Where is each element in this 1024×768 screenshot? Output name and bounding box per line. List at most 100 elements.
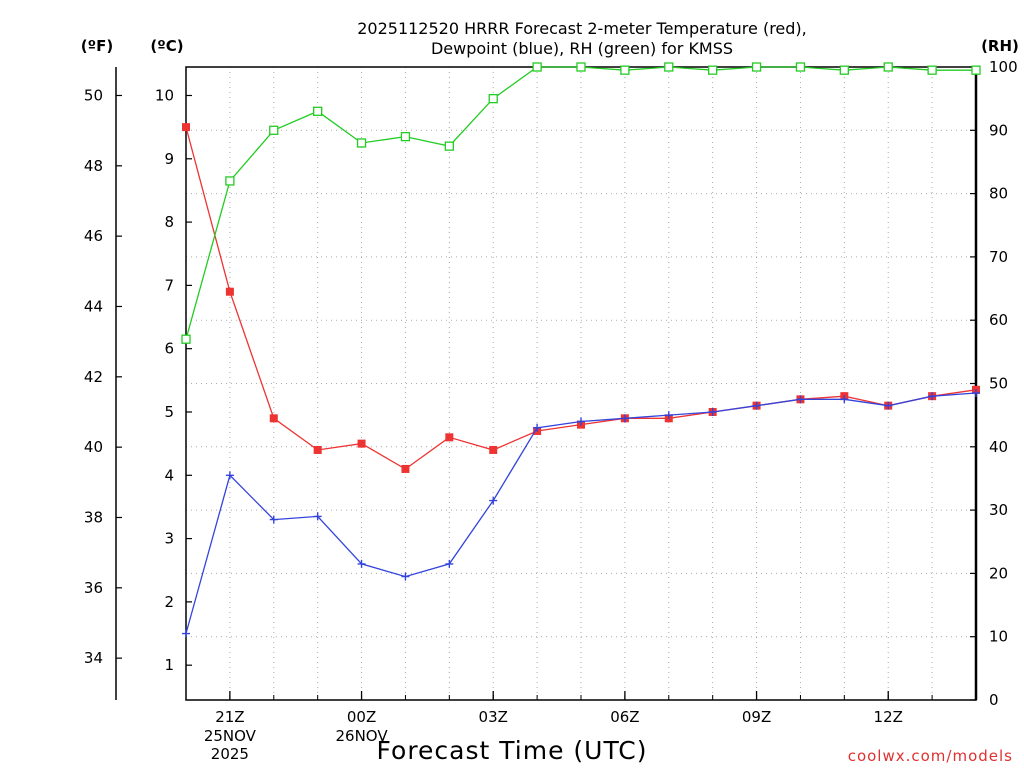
fahrenheit-tick-label: 38 bbox=[84, 508, 103, 526]
time-tick-date-label: 26NOV bbox=[335, 727, 388, 745]
rh-point bbox=[927, 65, 937, 75]
celsius-axis-ticks: 1 2 3 4 5 6 7 8 9 10 bbox=[155, 86, 192, 674]
dewpoint-point bbox=[884, 401, 893, 410]
dewpoint-point bbox=[445, 559, 454, 568]
time-tick-label: 12Z bbox=[874, 708, 903, 726]
rh-point bbox=[839, 65, 849, 75]
temperature-point bbox=[401, 464, 410, 473]
celsius-tick-label: 9 bbox=[164, 150, 174, 168]
fahrenheit-tick-label: 44 bbox=[84, 297, 103, 315]
time-tick-label: 21Z bbox=[215, 708, 244, 726]
chart-title-line-2: Dewpoint (blue), RH (green) for KMSS bbox=[431, 39, 733, 58]
time-tick-date-label: 2025 bbox=[211, 745, 249, 763]
credit-text: coolwx.com/models bbox=[848, 747, 1013, 765]
rh-series bbox=[181, 62, 981, 344]
rh-tick-label: 60 bbox=[989, 311, 1008, 329]
time-tick-label: 06Z bbox=[610, 708, 639, 726]
rh-point bbox=[269, 125, 279, 135]
series-layer bbox=[181, 62, 981, 638]
dewpoint-point bbox=[269, 515, 278, 524]
time-tick-label: 03Z bbox=[479, 708, 508, 726]
rh-tick-label: 100 bbox=[989, 58, 1018, 76]
fahrenheit-tick-label: 36 bbox=[84, 579, 103, 597]
dewpoint-point bbox=[752, 401, 761, 410]
grid-lines bbox=[186, 67, 976, 700]
fahrenheit-unit-label: (ºF) bbox=[81, 37, 113, 55]
celsius-tick-label: 3 bbox=[164, 530, 174, 548]
time-tick-date-label: 25NOV bbox=[204, 727, 257, 745]
rh-tick-label: 50 bbox=[989, 375, 1008, 393]
rh-point bbox=[795, 62, 806, 72]
rh-point bbox=[708, 65, 718, 75]
chart-title: 2025112520 HRRR Forecast 2-meter Tempera… bbox=[357, 19, 807, 58]
time-tick-label: 00Z bbox=[347, 708, 376, 726]
rh-tick-label: 40 bbox=[989, 438, 1008, 456]
rh-point bbox=[664, 62, 674, 72]
rh-point bbox=[400, 131, 411, 142]
rh-point bbox=[883, 62, 893, 72]
rh-tick-label: 20 bbox=[989, 564, 1008, 582]
celsius-tick-label: 2 bbox=[164, 593, 174, 611]
dewpoint-point bbox=[664, 411, 673, 420]
temperature-point bbox=[445, 433, 454, 442]
dewpoint-point bbox=[796, 395, 805, 404]
temperature-point bbox=[269, 414, 278, 423]
dewpoint-series bbox=[182, 388, 980, 638]
rh-point bbox=[751, 62, 762, 72]
x-axis-title: Forecast Time (UTC) bbox=[377, 736, 648, 765]
temperature-point bbox=[313, 445, 322, 454]
rh-point bbox=[488, 94, 498, 104]
celsius-tick-label: 8 bbox=[164, 213, 174, 231]
rh-axis-ticks: 0 10 20 30 40 50 60 70 80 90 100 bbox=[970, 58, 1018, 709]
dewpoint-point bbox=[708, 407, 717, 416]
dewpoint-point bbox=[972, 388, 980, 397]
rh-tick-label: 80 bbox=[989, 185, 1008, 203]
rh-point bbox=[225, 176, 235, 186]
dewpoint-point bbox=[840, 395, 849, 404]
rh-tick-label: 30 bbox=[989, 501, 1008, 519]
rh-tick-label: 90 bbox=[989, 121, 1008, 139]
dewpoint-point bbox=[928, 392, 937, 401]
celsius-tick-label: 10 bbox=[155, 86, 174, 104]
dewpoint-point bbox=[489, 496, 498, 505]
celsius-tick-label: 5 bbox=[164, 403, 174, 421]
rh-tick-label: 0 bbox=[989, 691, 999, 709]
fahrenheit-tick-label: 48 bbox=[84, 157, 103, 175]
rh-point bbox=[971, 65, 981, 75]
celsius-tick-label: 6 bbox=[164, 340, 174, 358]
temperature-point bbox=[489, 445, 498, 454]
rh-point bbox=[181, 334, 191, 344]
celsius-tick-label: 1 bbox=[164, 656, 174, 674]
temperature-point bbox=[225, 287, 234, 296]
celsius-unit-label: (ºC) bbox=[150, 37, 183, 55]
fahrenheit-tick-label: 34 bbox=[84, 649, 103, 667]
dewpoint-point bbox=[357, 559, 366, 568]
rh-point bbox=[620, 65, 630, 75]
fahrenheit-axis-ticks: 34 36 38 40 42 44 46 48 50 bbox=[84, 86, 122, 667]
rh-tick-label: 10 bbox=[989, 628, 1008, 646]
fahrenheit-tick-label: 40 bbox=[84, 438, 103, 456]
rh-tick-label: 70 bbox=[989, 248, 1008, 266]
dewpoint-point bbox=[225, 471, 234, 480]
rh-point bbox=[532, 62, 542, 72]
rh-point bbox=[576, 62, 586, 72]
rh-point bbox=[444, 141, 454, 151]
dewpoint-point bbox=[313, 512, 322, 521]
fahrenheit-tick-label: 50 bbox=[84, 86, 103, 104]
time-tick-label: 09Z bbox=[742, 708, 771, 726]
celsius-tick-label: 4 bbox=[164, 466, 174, 484]
chart-title-line-1: 2025112520 HRRR Forecast 2-meter Tempera… bbox=[357, 19, 807, 38]
rh-point bbox=[356, 138, 367, 148]
fahrenheit-tick-label: 42 bbox=[84, 368, 103, 386]
temperature-point bbox=[182, 123, 190, 132]
temperature-point bbox=[357, 439, 366, 448]
celsius-tick-label: 7 bbox=[164, 276, 174, 294]
dewpoint-point bbox=[401, 572, 410, 581]
rh-unit-label: (RH) bbox=[981, 37, 1019, 55]
dewpoint-point bbox=[620, 414, 629, 423]
dewpoint-point bbox=[533, 423, 542, 432]
dewpoint-point bbox=[577, 417, 585, 426]
fahrenheit-tick-label: 46 bbox=[84, 227, 103, 245]
